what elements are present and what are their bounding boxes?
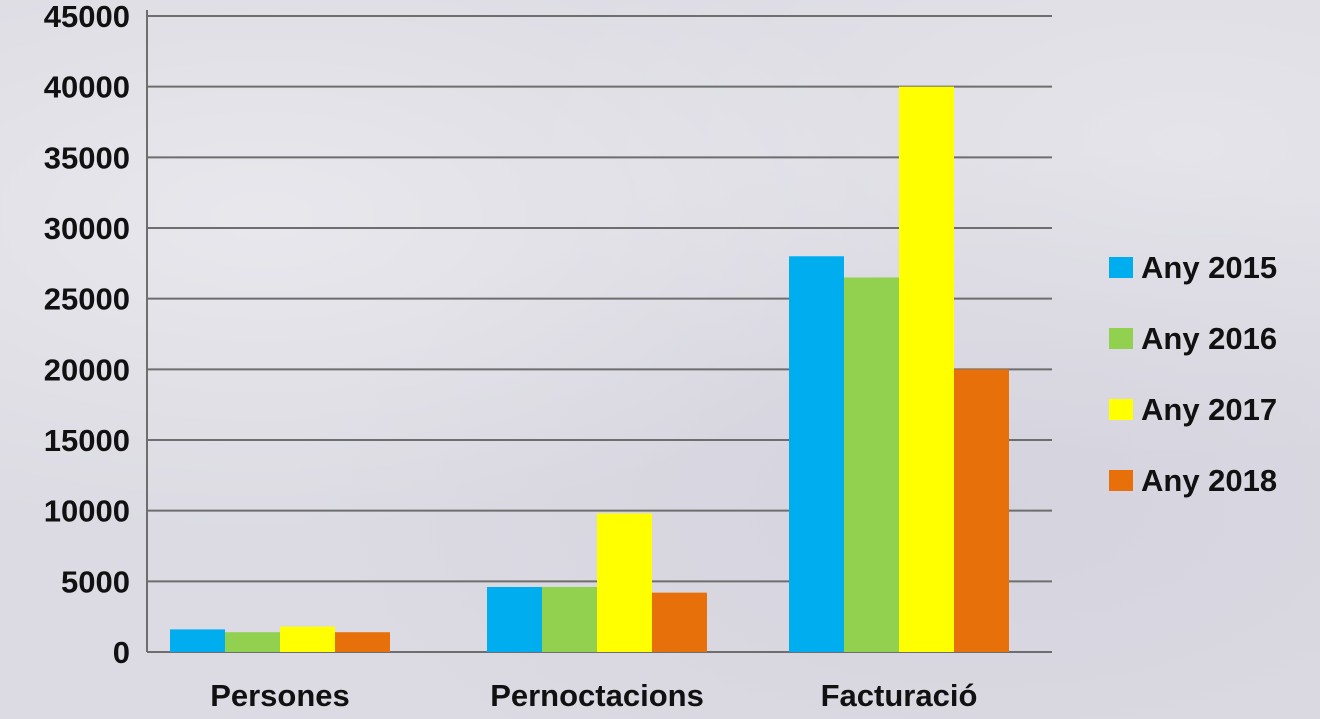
category-labels: Persones Pernoctacions Facturació — [210, 678, 977, 713]
bar — [899, 86, 954, 652]
y-tick-label: 30000 — [44, 211, 130, 246]
y-tick-label: 25000 — [44, 282, 130, 317]
y-tick-label: 10000 — [44, 494, 130, 529]
bar — [335, 632, 390, 652]
legend-swatch — [1109, 257, 1133, 278]
bars — [170, 86, 1009, 652]
bar — [170, 629, 225, 652]
category-label: Facturació — [821, 678, 978, 713]
y-tick-label: 45000 — [44, 0, 130, 34]
y-tick-label: 5000 — [61, 564, 130, 599]
bar — [280, 626, 335, 652]
gridlines — [147, 15, 1052, 653]
category-label: Pernoctacions — [490, 678, 704, 713]
y-tick-label: 40000 — [44, 70, 130, 105]
y-tick-label: 15000 — [44, 423, 130, 458]
bar — [487, 586, 542, 652]
legend-label: Any 2018 — [1141, 463, 1277, 498]
bar — [954, 369, 1009, 652]
bar — [844, 277, 899, 652]
legend-swatch — [1109, 328, 1133, 349]
legend-swatch — [1109, 470, 1133, 491]
legend-label: Any 2015 — [1141, 250, 1277, 285]
y-tick-label: 20000 — [44, 352, 130, 387]
bar — [542, 586, 597, 652]
bar — [652, 592, 707, 652]
legend-label: Any 2017 — [1141, 392, 1277, 427]
y-tick-label: 0 — [113, 635, 130, 670]
y-tick-labels: 0 5000 10000 15000 20000 25000 30000 35000 40000… — [44, 0, 130, 670]
bar — [789, 256, 844, 652]
legend-swatch — [1109, 399, 1133, 420]
bar — [225, 632, 280, 652]
category-label: Persones — [210, 678, 350, 713]
y-tick-label: 35000 — [44, 140, 130, 175]
legend: Any 2015 Any 2016 Any 2017 Any 2018 — [1109, 250, 1277, 498]
bar — [597, 513, 652, 652]
legend-label: Any 2016 — [1141, 321, 1277, 356]
